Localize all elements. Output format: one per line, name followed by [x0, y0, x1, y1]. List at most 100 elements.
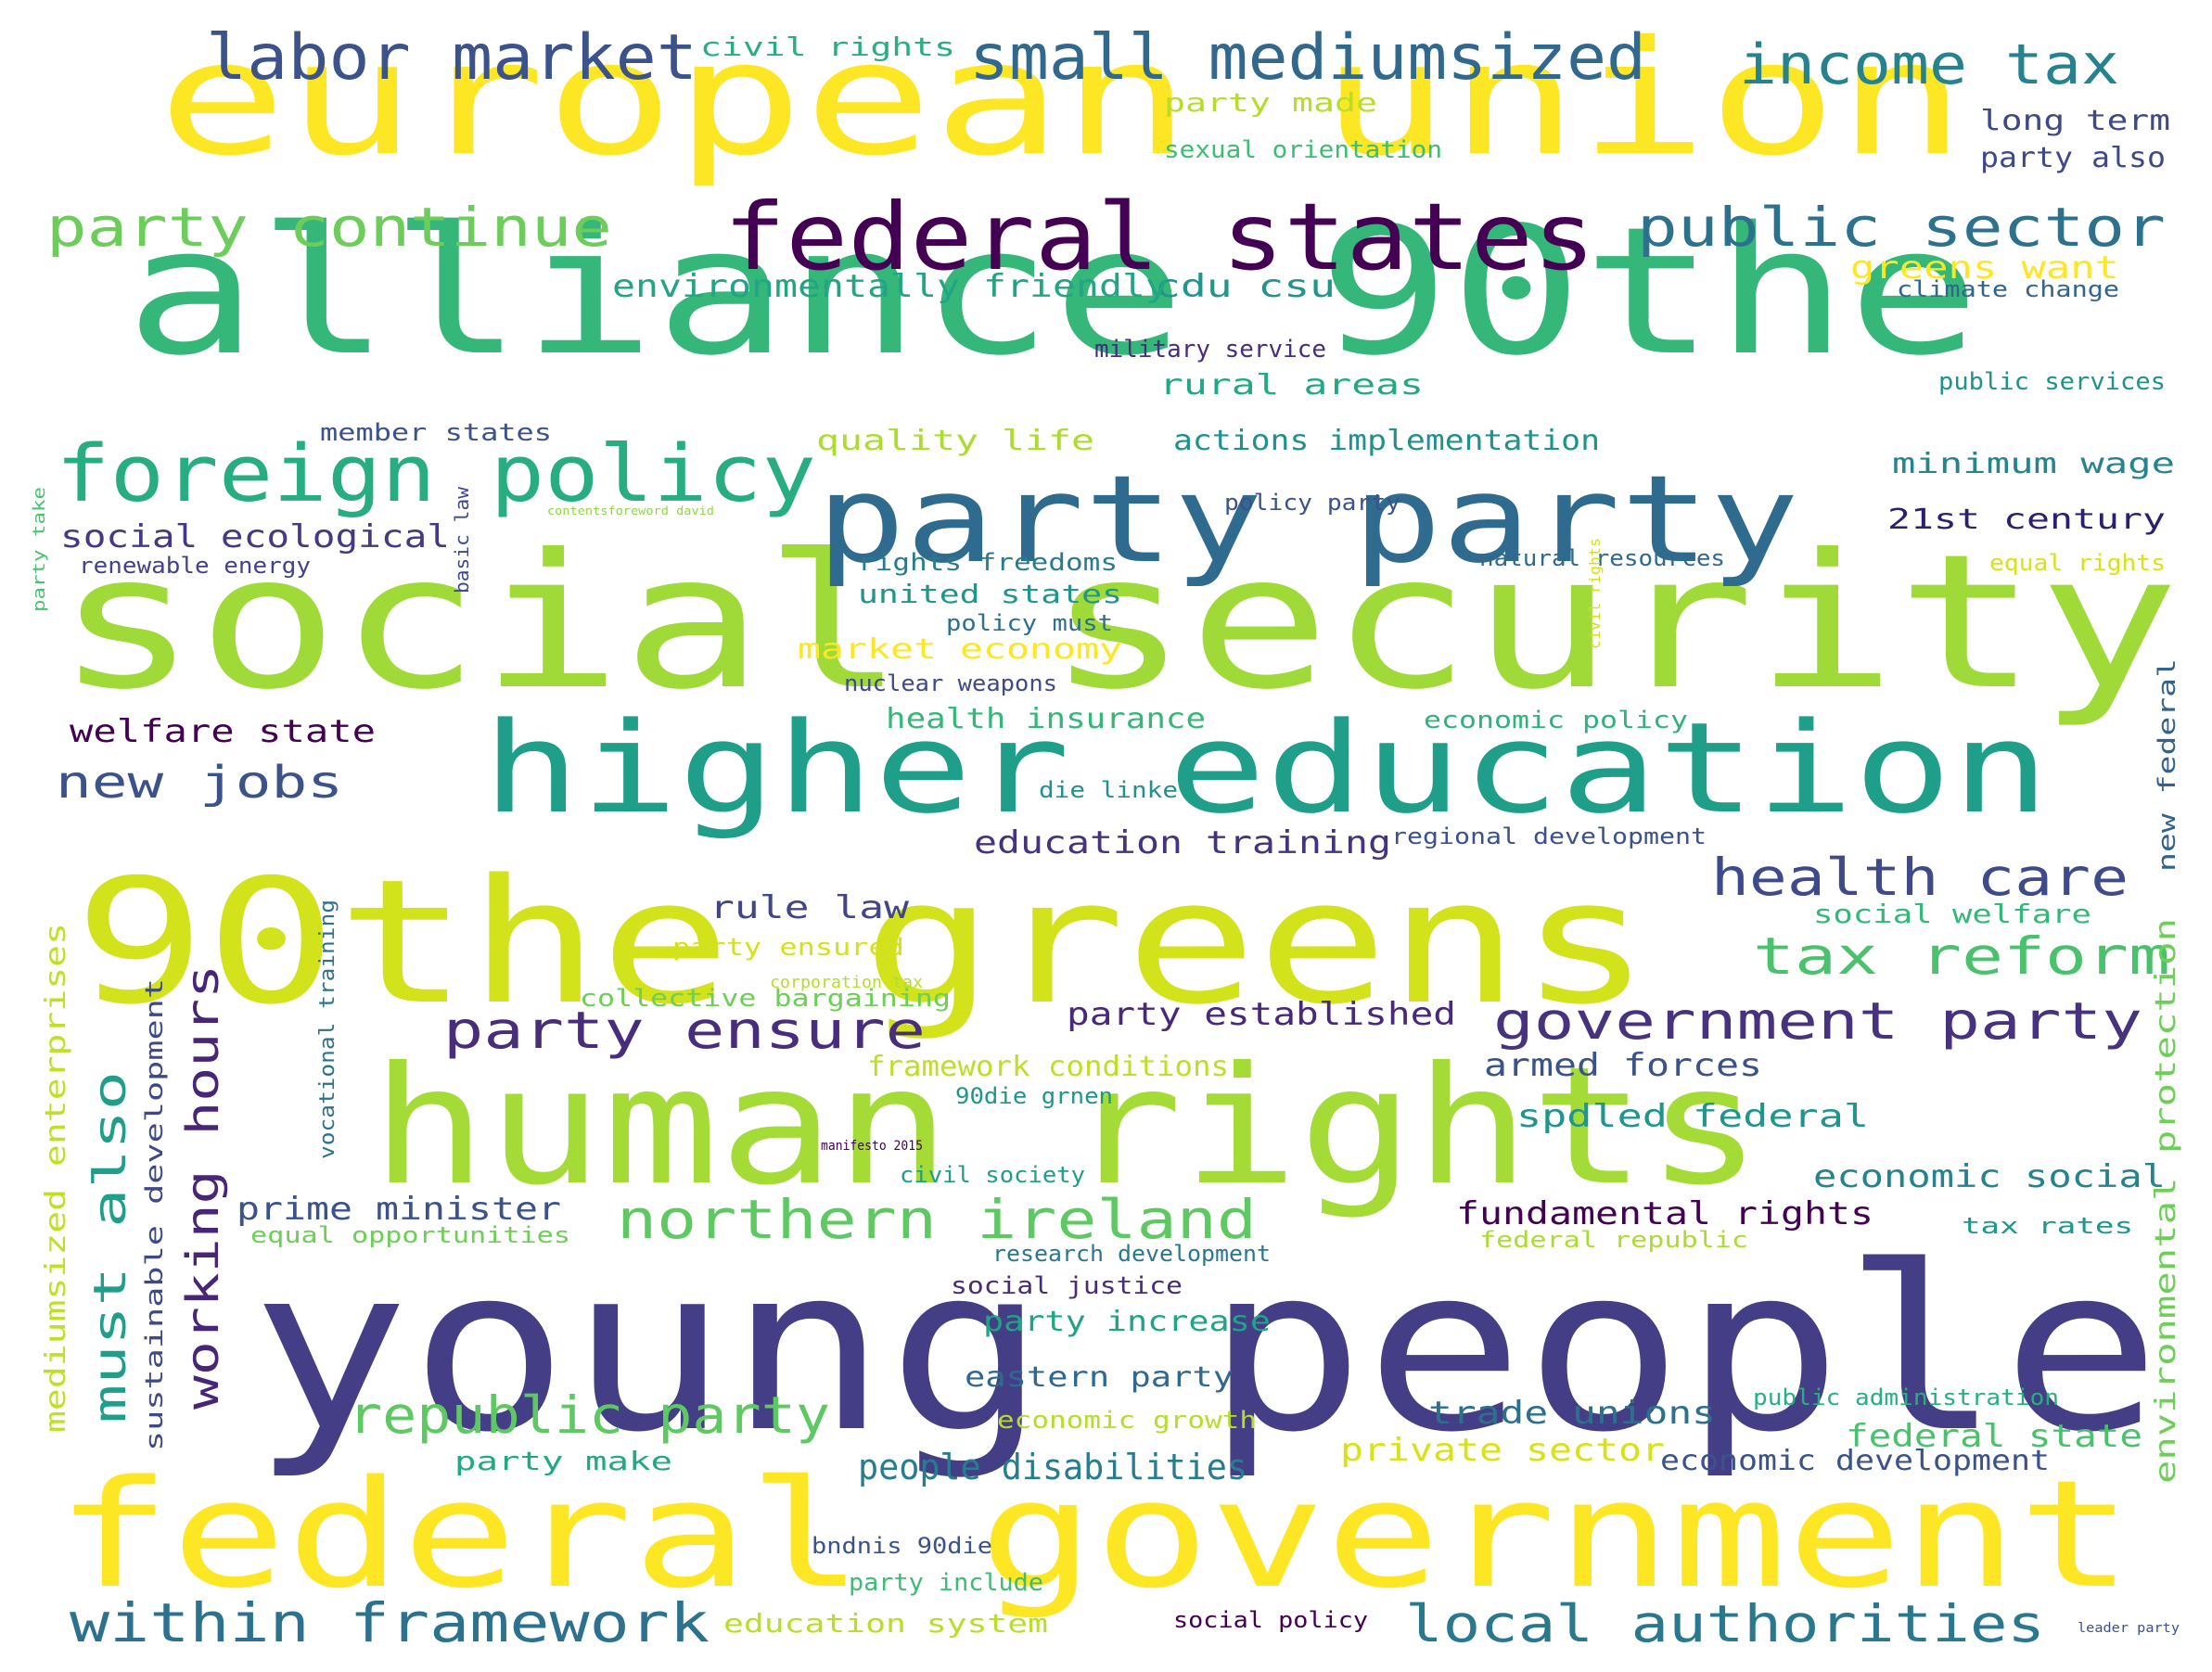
word-party-continue: party continue	[46, 196, 612, 259]
word-social-ecological: social ecological	[60, 518, 450, 555]
word-economic-social: economic social	[1813, 1158, 2166, 1195]
word-public-administration: public administration	[1753, 1385, 2059, 1410]
word-prime-minister: prime minister	[237, 1191, 561, 1228]
word-market-economy: market economy	[798, 633, 1122, 666]
word-90die-grnen: 90die grnen	[955, 1083, 1113, 1109]
word-economic-growth: economic growth	[997, 1407, 1257, 1435]
word-equal-opportunities: equal opportunities	[250, 1222, 570, 1248]
word-higher-education: higher education	[482, 696, 2050, 841]
word-research-development: research development	[992, 1241, 1271, 1267]
word-young-people: young people	[250, 1218, 2161, 1482]
word-quality-life: quality life	[816, 425, 1094, 457]
word-people-disabilities: people disabilities	[858, 1447, 1247, 1487]
word-manifesto-2015: manifesto 2015	[821, 1139, 923, 1154]
word-actions-implementation: actions implementation	[1173, 425, 1600, 457]
word-public-services: public services	[1938, 368, 2166, 396]
word-trade-unions: trade unions	[1428, 1395, 1716, 1432]
word-social-policy: social policy	[1173, 1607, 1368, 1633]
word-social-welfare: social welfare	[1813, 899, 2091, 929]
word-income-tax: income tax	[1739, 32, 2119, 97]
word-party-increase: party increase	[983, 1306, 1271, 1338]
word-party-made: party made	[1164, 87, 1377, 118]
word-collective-bargaining: collective bargaining	[580, 985, 951, 1013]
word-federal-government: federal government	[56, 1448, 2133, 1621]
word-working-hours: working hours	[177, 964, 229, 1410]
word-labor-market: labor market	[206, 21, 697, 95]
word-sustainable-development: sustainable development	[141, 978, 169, 1451]
word-21st-century: 21st century	[1887, 504, 2166, 536]
word-health-care: health care	[1711, 848, 2129, 907]
word-small-mediumsized: small mediumsized	[969, 21, 1646, 95]
word-tax-reform: tax reform	[1753, 926, 2170, 986]
word-new-federal: new federal	[2154, 658, 2181, 872]
word-spdled-federal: spdled federal	[1516, 1098, 1869, 1135]
word-tax-rates: tax rates	[1962, 1213, 2133, 1239]
word-republic-party: republic party	[348, 1385, 830, 1445]
word-framework-conditions: framework conditions	[867, 1051, 1229, 1083]
word-party-also: party also	[1980, 142, 2166, 174]
word-minimum-wage: minimum wage	[1892, 448, 2175, 480]
word-government-party: government party	[1493, 991, 2142, 1051]
word-party-ensured: party ensured	[672, 934, 904, 962]
word-social-security: social security	[56, 515, 2180, 731]
word-public-sector: public sector	[1637, 196, 2166, 259]
word-private-sector: private sector	[1340, 1432, 1665, 1469]
word-education-system: education system	[723, 1608, 1048, 1639]
word-eastern-party: eastern party	[965, 1361, 1234, 1394]
word-federal-state: federal state	[1846, 1418, 2142, 1455]
word-party-take: party take	[30, 487, 49, 612]
word-equal-rights: equal rights	[1989, 550, 2166, 576]
word-rights-freedoms: rights freedoms	[858, 549, 1118, 577]
word-alliance-90the: alliance 90the	[125, 189, 1980, 394]
word-bndnis-90die: bndnis 90die	[812, 1533, 992, 1559]
word-economic-policy: economic policy	[1424, 707, 1688, 734]
word-mediumsized-enterprises: mediumsized enterprises	[40, 923, 72, 1433]
word-party-include: party include	[849, 1569, 1043, 1597]
word-civil-society: civil society	[900, 1162, 1085, 1188]
word-policy-must: policy must	[946, 610, 1113, 636]
word-environmental-protection: environmental protection	[2150, 918, 2182, 1484]
word-education-training: education training	[974, 824, 1391, 862]
word-long-term: long term	[1980, 105, 2170, 137]
word-welfare-state: welfare state	[70, 713, 376, 750]
word-cdu-csu: cdu csu	[1155, 268, 1336, 305]
word-90the-greens: 90the greens	[74, 842, 1651, 1042]
word-basic-law: basic law	[451, 486, 473, 593]
word-party-established: party established	[1067, 996, 1456, 1033]
word-corporation-tax: corporation tax	[770, 973, 923, 992]
word-die-linke: die linke	[1039, 777, 1178, 803]
word-renewable-energy: renewable energy	[79, 553, 311, 579]
word-armed-forces: armed forces	[1484, 1047, 1762, 1084]
word-fundamental-rights: fundamental rights	[1456, 1195, 1873, 1232]
word-health-insurance: health insurance	[886, 703, 1206, 735]
word-local-authorities: local authorities	[1405, 1594, 2045, 1653]
word-environmentally-friendly: environmentally friendly	[612, 268, 1169, 305]
word-northern-ireland: northern ireland	[617, 1188, 1257, 1251]
word-regional-development: regional development	[1391, 823, 1707, 849]
word-rule-law: rule law	[710, 889, 910, 926]
word-human-rights: human rights	[371, 1033, 1762, 1221]
word-within-framework: within framework	[70, 1591, 710, 1654]
word-contentsforeword-david: contentsforeword david	[547, 504, 714, 517]
word-party-ensure: party ensure	[443, 1001, 926, 1060]
word-federal-republic: federal republic	[1479, 1227, 1748, 1253]
word-civilrights-vertical: civil rights	[1586, 538, 1604, 649]
word-civil-rights: civil rights	[700, 32, 955, 62]
word-united-states: united states	[858, 579, 1122, 609]
word-military-service: military service	[1094, 336, 1326, 364]
word-new-jobs: new jobs	[56, 757, 343, 809]
word-must-also: must also	[84, 1071, 136, 1423]
word-federal-states: federal states	[723, 183, 1595, 291]
word-natural-resources: natural resources	[1479, 545, 1725, 571]
word-party-make: party make	[454, 1446, 672, 1476]
word-social-justice: social justice	[951, 1272, 1183, 1300]
word-nuclear-weapons: nuclear weapons	[844, 670, 1057, 696]
word-sexual-orientation: sexual orientation	[1164, 136, 1442, 164]
word-member-states: member states	[320, 419, 552, 447]
word-policy-party: policy party	[1224, 490, 1400, 516]
word-party-party: party party	[816, 449, 1799, 590]
word-european-union: european union	[158, 7, 1966, 191]
word-greens-want: greens want	[1850, 249, 2119, 287]
word-foreign-policy: foreign policy	[56, 428, 816, 520]
